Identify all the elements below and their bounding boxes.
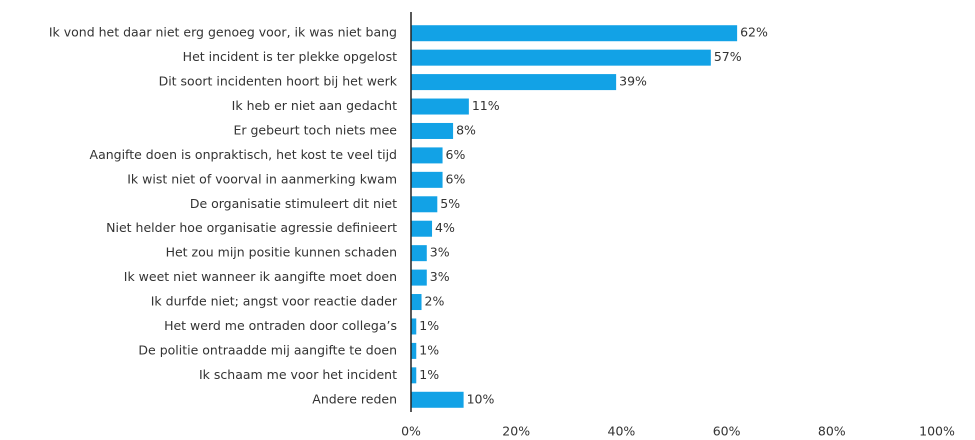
y-tick-label: Ik durfde niet; angst voor reactie dader xyxy=(151,294,398,309)
value-label: 1% xyxy=(419,318,439,333)
value-label: 8% xyxy=(456,122,476,137)
bar xyxy=(411,25,738,42)
y-tick-label: Niet helder hoe organisatie agressie def… xyxy=(106,220,397,235)
bar xyxy=(411,171,443,188)
bar xyxy=(411,147,443,164)
value-label: 62% xyxy=(740,25,768,40)
y-tick-label: De politie ontraadde mij aangifte te doe… xyxy=(138,342,397,357)
value-label: 57% xyxy=(714,49,742,64)
y-tick-label: Het incident is ter plekke opgelost xyxy=(183,49,397,64)
bar xyxy=(411,367,417,384)
bar xyxy=(411,245,427,262)
value-label: 4% xyxy=(435,220,455,235)
bar xyxy=(411,98,469,115)
bar xyxy=(411,122,454,139)
x-tick-label: 20% xyxy=(502,424,530,439)
value-label: 6% xyxy=(446,147,466,162)
y-tick-label: De organisatie stimuleert dit niet xyxy=(190,196,397,211)
y-tick-label: Ik wist niet of voorval in aanmerking kw… xyxy=(127,171,397,186)
value-label: 39% xyxy=(619,74,647,89)
bar xyxy=(411,196,438,213)
bar xyxy=(411,294,422,311)
y-tick-label: Aangifte doen is onpraktisch, het kost t… xyxy=(90,147,397,162)
y-tick-label: Andere reden xyxy=(312,391,397,406)
bar xyxy=(411,342,417,359)
value-label: 6% xyxy=(446,171,466,186)
x-tick-label: 80% xyxy=(818,424,846,439)
y-tick-label: Het zou mijn positie kunnen schaden xyxy=(166,245,397,260)
bar xyxy=(411,391,464,408)
x-tick-label: 60% xyxy=(713,424,741,439)
value-label: 11% xyxy=(472,98,500,113)
y-tick-label: Het werd me ontraden door collega’s xyxy=(164,318,397,333)
bar xyxy=(411,318,417,335)
value-label: 2% xyxy=(425,294,445,309)
x-tick-label: 100% xyxy=(919,424,955,439)
bar xyxy=(411,74,617,91)
value-label: 10% xyxy=(467,391,495,406)
y-tick-label: Dit soort incidenten hoort bij het werk xyxy=(159,74,398,89)
bar xyxy=(411,220,433,237)
y-tick-label: Ik weet niet wanneer ik aangifte moet do… xyxy=(124,269,397,284)
value-label: 3% xyxy=(430,245,450,260)
y-tick-label: Ik vond het daar niet erg genoeg voor, i… xyxy=(49,25,397,40)
bar xyxy=(411,49,711,66)
value-label: 5% xyxy=(440,196,460,211)
y-tick-label: Er gebeurt toch niets mee xyxy=(233,122,397,137)
y-tick-label: Ik schaam me voor het incident xyxy=(199,367,397,382)
value-label: 1% xyxy=(419,342,439,357)
value-label: 1% xyxy=(419,367,439,382)
y-tick-label: Ik heb er niet aan gedacht xyxy=(232,98,397,113)
value-label: 3% xyxy=(430,269,450,284)
x-tick-label: 40% xyxy=(608,424,636,439)
x-tick-label: 0% xyxy=(401,424,421,439)
bar xyxy=(411,269,427,286)
